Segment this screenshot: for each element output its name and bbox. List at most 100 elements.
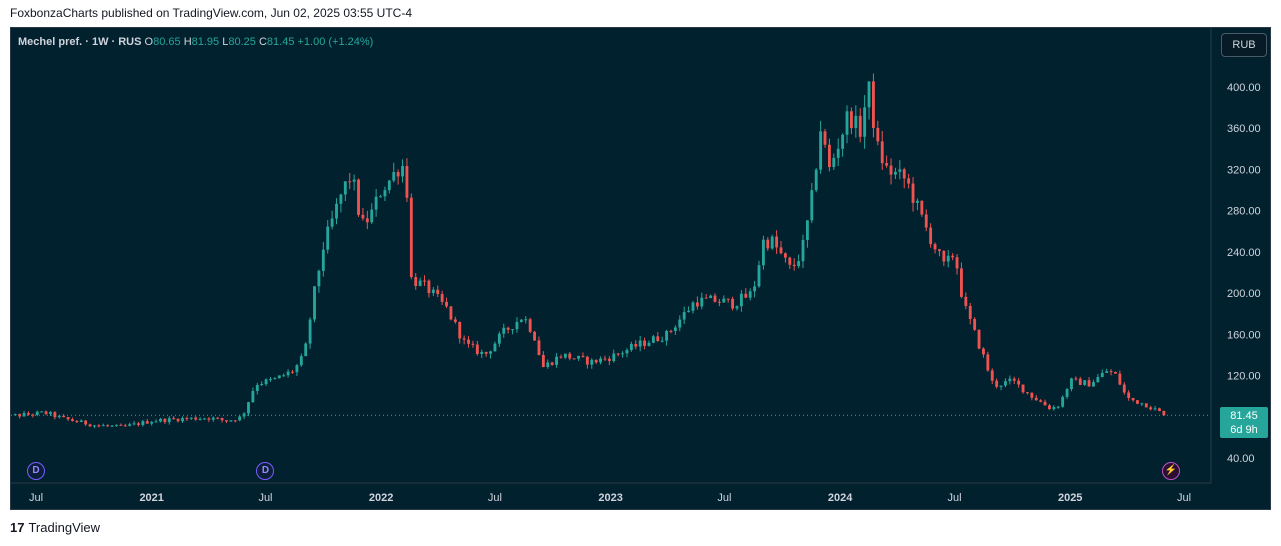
candle-body	[216, 417, 220, 419]
candle-body	[106, 425, 110, 427]
candle-body	[1078, 378, 1082, 385]
candle-body	[775, 236, 779, 248]
candle-body	[387, 180, 391, 191]
candle-body	[1162, 411, 1166, 416]
candle-body	[577, 355, 580, 359]
candle-body	[1105, 371, 1109, 373]
candle-body	[62, 415, 66, 418]
chart-panel[interactable]: 40.00 120.00 160.00 200.00 240.00 280.00 320.0…	[10, 27, 1271, 510]
candle-body	[207, 418, 211, 420]
candle-body	[691, 302, 695, 311]
candle-body	[801, 239, 805, 262]
candle-body	[401, 166, 404, 177]
candle-body	[933, 244, 937, 250]
candle-body	[414, 277, 418, 287]
dividend-icon[interactable]: D	[27, 462, 45, 480]
x-tick-label: 2025	[1058, 492, 1082, 504]
candlestick-chart[interactable]: 40.00 120.00 160.00 200.00 240.00 280.00 320.0…	[11, 28, 1271, 510]
candle-body	[528, 319, 532, 332]
candle-body	[907, 178, 911, 184]
candle-body	[1065, 389, 1069, 397]
y-tick-label: 200.00	[1227, 288, 1261, 300]
candle-body	[770, 236, 774, 249]
candle-body	[1118, 373, 1122, 385]
candle-body	[951, 255, 955, 258]
candle-body	[722, 298, 726, 303]
candle-body	[93, 425, 96, 427]
candle-body	[1122, 384, 1126, 393]
candle-body	[251, 390, 255, 403]
candle-body	[744, 293, 748, 298]
candle-body	[973, 318, 977, 330]
candle-body	[687, 310, 691, 313]
open-label: O	[144, 36, 154, 48]
candle-body	[1008, 378, 1012, 382]
candle-body	[264, 379, 268, 385]
lightning-event-icon[interactable]: ⚡	[1162, 462, 1180, 480]
candle-body	[330, 218, 334, 227]
candle-body	[805, 220, 809, 240]
candle-body	[229, 420, 233, 422]
candle-body	[665, 330, 669, 341]
candle-body	[1131, 397, 1135, 401]
candle-body	[511, 329, 514, 331]
candle-body	[704, 297, 708, 299]
candle-body	[22, 413, 26, 417]
candle-body	[810, 190, 814, 221]
candle-body	[823, 131, 827, 145]
candle-body	[1039, 400, 1043, 402]
candle-body	[585, 356, 589, 365]
candle-body	[154, 421, 158, 423]
candle-body	[537, 340, 541, 355]
candle-body	[163, 418, 167, 423]
candle-body	[203, 418, 206, 420]
candle-body	[277, 375, 281, 379]
y-tick-label: 320.00	[1227, 164, 1261, 176]
candle-body	[563, 353, 567, 358]
candle-body	[123, 425, 127, 427]
candle-body	[409, 197, 413, 278]
candle-body	[916, 200, 919, 203]
currency-button[interactable]: RUB	[1221, 33, 1267, 57]
x-tick-label: 2024	[828, 492, 853, 504]
candle-body	[427, 280, 431, 294]
candle-body	[889, 165, 893, 175]
candle-body	[1026, 392, 1029, 394]
candle-body	[370, 209, 374, 223]
dividend-icon[interactable]: D	[256, 462, 275, 480]
candle-body	[920, 200, 924, 215]
candle-body	[335, 203, 338, 219]
candle-body	[629, 344, 633, 350]
candle-body	[1083, 380, 1087, 385]
candle-body	[506, 327, 510, 330]
candle-body	[440, 293, 444, 302]
candle-body	[220, 418, 224, 421]
candle-body	[893, 171, 897, 175]
footer-brand: 17 TradingView	[10, 520, 100, 535]
candle-body	[1136, 400, 1139, 404]
candle-body	[115, 424, 118, 426]
candle-body	[181, 418, 184, 422]
candle-body	[739, 293, 743, 307]
x-tick-label: Jul	[258, 492, 272, 504]
candle-body	[13, 414, 17, 416]
candle-body	[53, 412, 57, 418]
candle-body	[198, 418, 202, 420]
candle-body	[695, 302, 699, 307]
candle-body	[902, 169, 906, 179]
candle-body	[898, 169, 902, 172]
candle-body	[27, 413, 30, 415]
candle-body	[66, 417, 70, 420]
candle-body	[515, 321, 519, 330]
candle-body	[814, 169, 818, 191]
candle-body	[242, 413, 246, 417]
candle-body	[150, 422, 154, 424]
candle-body	[449, 306, 453, 320]
candle-body	[700, 297, 704, 307]
candle-body	[1109, 371, 1113, 373]
candle-body	[797, 261, 801, 267]
candle-body	[550, 362, 554, 365]
candle-body	[44, 411, 48, 414]
candle-body	[291, 371, 294, 373]
candle-body	[1061, 396, 1065, 407]
